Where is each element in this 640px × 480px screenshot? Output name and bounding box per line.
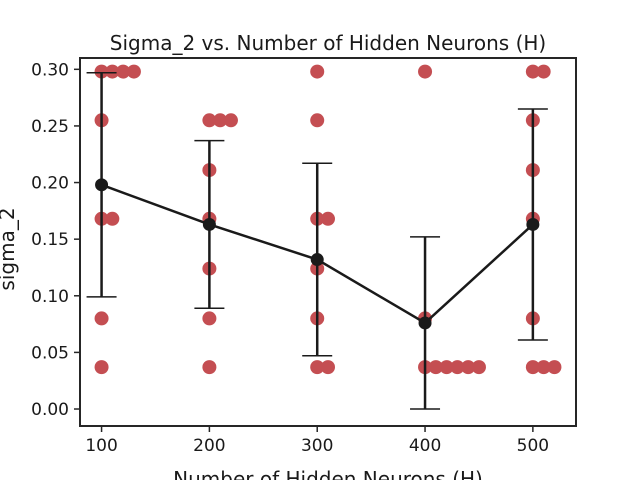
y-tick-label: 0.10 — [31, 287, 69, 307]
x-tick-label: 400 — [409, 436, 441, 456]
data-point — [310, 360, 325, 375]
data-point — [450, 360, 465, 375]
data-point — [418, 64, 433, 79]
mean-point — [95, 178, 109, 192]
data-point — [213, 113, 228, 128]
data-point — [525, 360, 540, 375]
x-tick-label: 100 — [85, 436, 117, 456]
y-tick-label: 0.20 — [31, 174, 69, 194]
mean-point — [418, 316, 432, 330]
plot-frame — [79, 57, 577, 427]
x-axis-label: Number of Hidden Neurons (H) — [173, 467, 483, 480]
data-point — [536, 64, 551, 79]
data-point — [321, 360, 335, 375]
data-point — [94, 311, 109, 326]
data-point — [525, 64, 540, 79]
data-point — [439, 360, 454, 375]
data-point — [116, 64, 131, 79]
data-point — [202, 360, 217, 375]
data-point — [321, 211, 335, 226]
mean-point — [310, 253, 324, 267]
x-tick-label: 500 — [517, 436, 549, 456]
data-point — [223, 113, 238, 128]
y-tick-label: 0.30 — [31, 60, 69, 80]
y-axis-label: sigma_2 — [0, 207, 19, 290]
x-tick-label: 300 — [301, 436, 333, 456]
data-point — [202, 311, 217, 326]
plot-area — [86, 64, 562, 410]
data-point — [202, 113, 217, 128]
data-point — [126, 64, 141, 79]
axes: 100 200 300 400 500 0.00 0.05 0.10 0.15 0.20 0.25 0… — [31, 57, 577, 456]
data-point — [105, 64, 120, 79]
y-tick-label: 0.25 — [31, 117, 69, 137]
y-tick-label: 0.00 — [31, 400, 69, 420]
y-tick-label: 0.05 — [31, 343, 69, 363]
data-point — [94, 360, 109, 375]
data-point — [536, 360, 551, 375]
data-point — [105, 211, 120, 226]
chart-title: Sigma_2 vs. Number of Hidden Neurons (H) — [110, 31, 546, 55]
mean-point — [526, 217, 540, 231]
mean-point — [202, 217, 216, 231]
data-point — [471, 360, 486, 375]
x-tick-label: 200 — [193, 436, 225, 456]
data-point — [461, 360, 476, 375]
data-point — [428, 360, 443, 375]
data-point — [547, 360, 562, 375]
data-point — [94, 64, 109, 79]
data-point — [310, 113, 325, 128]
data-point — [310, 64, 325, 79]
y-tick-label: 0.15 — [31, 230, 69, 250]
